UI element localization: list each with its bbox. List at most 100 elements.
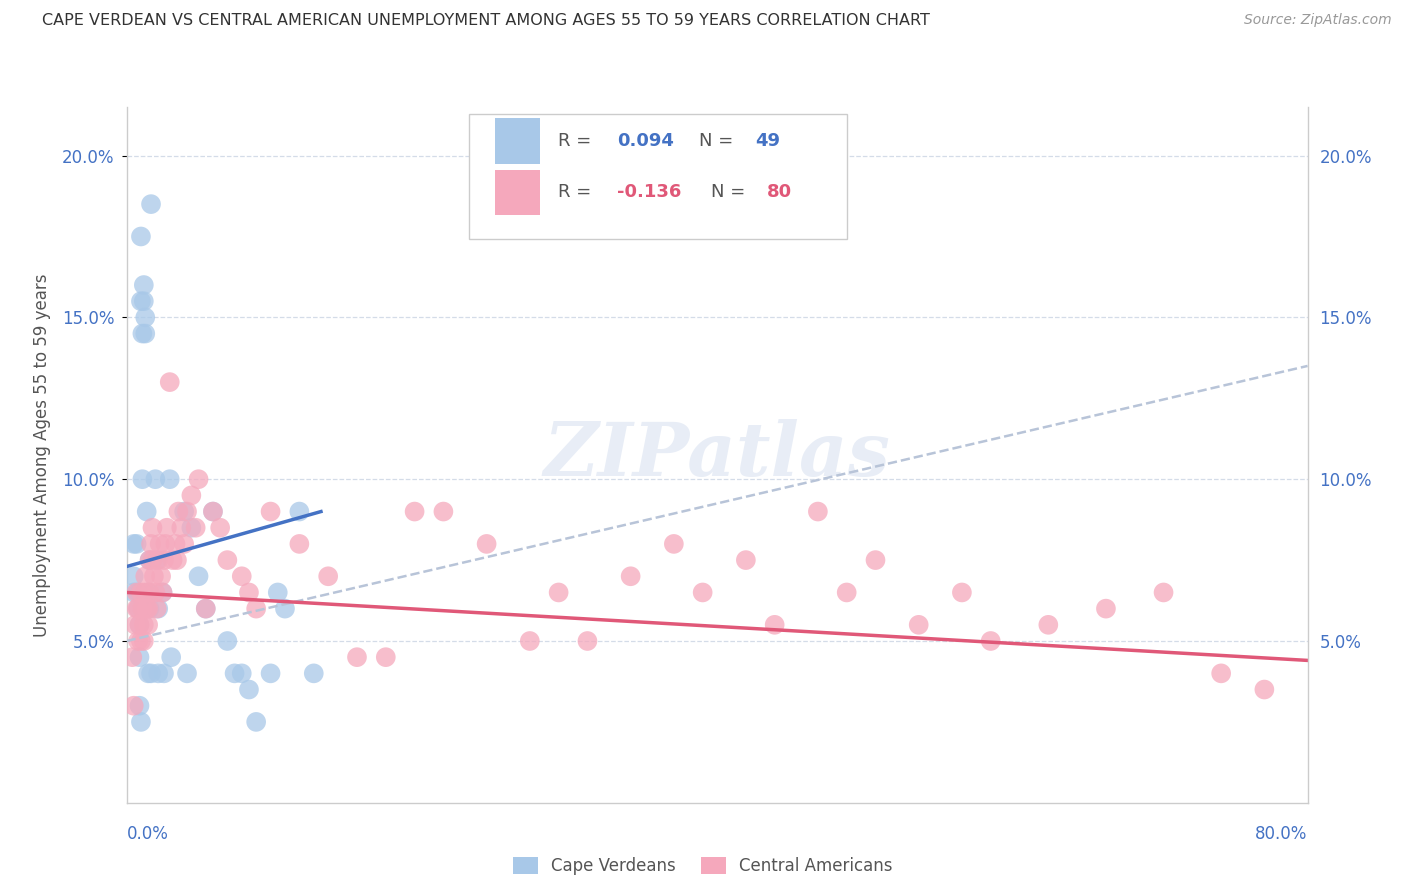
Point xyxy=(662,537,685,551)
Point xyxy=(763,617,786,632)
Point xyxy=(131,601,153,615)
Point xyxy=(122,537,145,551)
Point xyxy=(134,585,156,599)
Text: -0.136: -0.136 xyxy=(617,184,681,202)
Point xyxy=(162,553,184,567)
Point xyxy=(127,601,149,615)
Text: R =: R = xyxy=(558,184,596,202)
Point xyxy=(125,537,148,551)
Point xyxy=(184,521,207,535)
Point xyxy=(136,617,159,632)
Point xyxy=(176,666,198,681)
Point xyxy=(146,601,169,615)
Point xyxy=(187,569,209,583)
Point xyxy=(519,634,541,648)
Point xyxy=(734,553,756,567)
Point xyxy=(176,504,198,518)
Point xyxy=(153,666,176,681)
Text: 80.0%: 80.0% xyxy=(1256,825,1308,843)
Point xyxy=(129,229,152,244)
Point xyxy=(807,504,830,518)
Point xyxy=(238,682,260,697)
Point xyxy=(316,569,339,583)
Point xyxy=(135,601,157,615)
Point xyxy=(180,521,202,535)
Text: 0.094: 0.094 xyxy=(617,132,673,150)
Legend: Cape Verdeans, Central Americans: Cape Verdeans, Central Americans xyxy=(513,856,893,875)
Point xyxy=(127,601,149,615)
Point xyxy=(1253,682,1275,697)
Point xyxy=(980,634,1002,648)
Point xyxy=(153,553,176,567)
Point xyxy=(194,601,217,615)
Point xyxy=(146,553,169,567)
Point xyxy=(139,537,162,551)
FancyBboxPatch shape xyxy=(470,114,846,239)
Point xyxy=(121,650,143,665)
Text: CAPE VERDEAN VS CENTRAL AMERICAN UNEMPLOYMENT AMONG AGES 55 TO 59 YEARS CORRELAT: CAPE VERDEAN VS CENTRAL AMERICAN UNEMPLO… xyxy=(42,13,929,29)
Point xyxy=(259,504,281,518)
Text: Source: ZipAtlas.com: Source: ZipAtlas.com xyxy=(1244,13,1392,28)
Point xyxy=(245,714,267,729)
Point xyxy=(346,650,368,665)
Point xyxy=(142,569,165,583)
Point xyxy=(201,504,224,518)
Point xyxy=(150,569,173,583)
Point xyxy=(187,472,209,486)
Point xyxy=(127,585,149,599)
Point xyxy=(148,601,170,615)
Point xyxy=(907,617,929,632)
Point xyxy=(245,601,267,615)
Point xyxy=(835,585,858,599)
Point xyxy=(129,714,152,729)
Point xyxy=(576,634,599,648)
Point xyxy=(139,666,162,681)
Point xyxy=(143,472,166,486)
Point xyxy=(129,585,152,599)
Point xyxy=(209,521,232,535)
Point xyxy=(173,504,195,518)
Point xyxy=(122,585,145,599)
Point xyxy=(135,504,157,518)
FancyBboxPatch shape xyxy=(495,169,540,215)
Point xyxy=(180,488,202,502)
Point xyxy=(404,504,426,518)
Point xyxy=(950,585,973,599)
FancyBboxPatch shape xyxy=(495,119,540,163)
Point xyxy=(224,666,246,681)
Point xyxy=(231,569,253,583)
Point xyxy=(128,650,150,665)
Point xyxy=(165,537,187,551)
Point xyxy=(148,553,170,567)
Point xyxy=(141,521,163,535)
Point xyxy=(152,585,174,599)
Point xyxy=(155,537,177,551)
Point xyxy=(156,521,179,535)
Point xyxy=(132,278,155,293)
Point xyxy=(160,650,183,665)
Point xyxy=(1153,585,1175,599)
Point xyxy=(136,666,159,681)
Point xyxy=(127,634,149,648)
Text: ZIPatlas: ZIPatlas xyxy=(544,418,890,491)
Point xyxy=(136,585,159,599)
Point xyxy=(259,666,281,681)
Text: 49: 49 xyxy=(755,132,780,150)
Text: N =: N = xyxy=(699,132,740,150)
Point xyxy=(136,601,159,615)
Point xyxy=(131,472,153,486)
Point xyxy=(138,553,160,567)
Text: N =: N = xyxy=(711,184,751,202)
Point xyxy=(132,634,155,648)
Point xyxy=(124,617,146,632)
Text: 80: 80 xyxy=(766,184,792,202)
Point xyxy=(238,585,260,599)
Point xyxy=(125,585,148,599)
Point xyxy=(166,553,188,567)
Point xyxy=(132,617,155,632)
Point xyxy=(139,197,162,211)
Point xyxy=(138,553,160,567)
Point xyxy=(231,666,253,681)
Point xyxy=(620,569,643,583)
Point xyxy=(217,634,239,648)
